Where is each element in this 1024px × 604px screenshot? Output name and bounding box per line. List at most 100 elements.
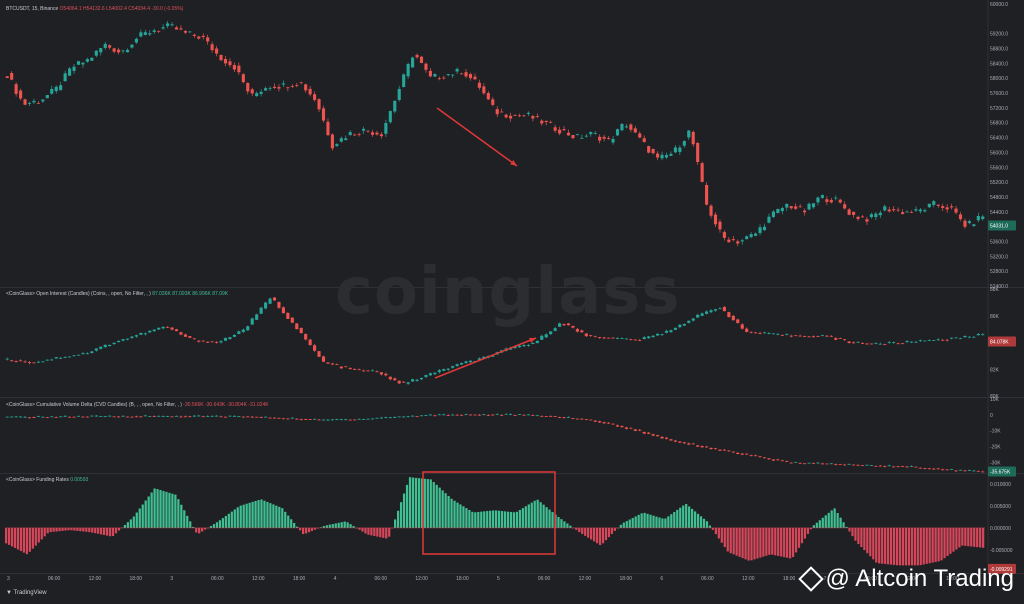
price-candle-body xyxy=(798,206,802,208)
price-axis-tick: 53600.0 xyxy=(990,239,1008,245)
price-candle-body xyxy=(847,209,851,215)
oi-candle-body xyxy=(803,336,807,337)
funding-bar xyxy=(489,510,492,528)
funding-bar xyxy=(625,521,628,528)
price-candle-body xyxy=(517,115,522,117)
funding-bar xyxy=(702,518,706,528)
cvd-candle-body xyxy=(562,417,566,419)
funding-bar xyxy=(456,502,459,528)
oi-candle-body xyxy=(460,362,464,365)
cvd-candle-body xyxy=(464,414,468,416)
oi-candle-body xyxy=(535,340,539,344)
time-axis-tick: 12:00 xyxy=(742,576,755,582)
price-candle-body xyxy=(237,65,241,73)
price-candle-body xyxy=(896,209,900,211)
funding-bar xyxy=(940,527,943,561)
oi-candle-body xyxy=(950,337,954,339)
cvd-candle-body xyxy=(14,416,18,418)
funding-bar xyxy=(845,526,848,528)
cvd-candle-body xyxy=(125,416,130,418)
funding-bar xyxy=(88,527,91,533)
cvd-candle-body xyxy=(517,414,522,415)
cvd-candle-body xyxy=(339,419,343,421)
funding-bar xyxy=(49,527,52,533)
price-candle-body xyxy=(411,57,415,68)
cvd-axis-tick: -10K xyxy=(990,429,1001,435)
cvd-candle-body xyxy=(611,423,615,425)
cvd-candle-body xyxy=(825,463,829,465)
cvd-candle-body xyxy=(593,420,597,422)
cvd-candle-body xyxy=(798,462,802,464)
funding-bar xyxy=(34,527,37,546)
funding-bar xyxy=(652,515,655,528)
time-axis-tick: 06:00 xyxy=(375,576,388,582)
cvd-candle-body xyxy=(954,470,958,472)
funding-bar xyxy=(432,482,435,528)
oi-candle-body xyxy=(344,366,348,368)
funding-bar xyxy=(212,524,216,528)
funding-value: 0.00593 xyxy=(70,477,89,483)
price-candle-body xyxy=(250,89,254,94)
funding-bar xyxy=(218,520,222,528)
cvd-label: <CoinGlass> Cumulative Volume Delta (CVD… xyxy=(6,402,182,408)
cvd-axis-tick: -20K xyxy=(990,445,1001,451)
price-candle-body xyxy=(771,211,775,218)
oi-candle-body xyxy=(397,380,401,384)
funding-bar xyxy=(506,511,510,528)
price-candle-body xyxy=(509,115,513,119)
funding-bar xyxy=(955,527,958,550)
time-axis-tick: 4 xyxy=(334,576,337,582)
oi-candle-body xyxy=(522,345,526,347)
funding-bar xyxy=(637,514,640,528)
price-axis-tick: 59200.0 xyxy=(990,32,1008,38)
price-candle-body xyxy=(526,112,530,114)
cvd-candle-body xyxy=(415,416,419,418)
cvd-candle-body xyxy=(330,419,334,421)
oi-candle-body xyxy=(749,331,753,333)
oi-candle-body xyxy=(847,341,851,344)
oi-candle-body xyxy=(313,345,317,351)
oi-candle-body xyxy=(981,334,985,336)
price-candle-body xyxy=(624,126,628,128)
price-candle-body xyxy=(705,184,709,205)
funding-bar xyxy=(747,527,750,561)
price-candle-body xyxy=(5,76,9,79)
funding-bar xyxy=(411,477,415,528)
price-candle-body xyxy=(188,31,192,33)
oi-candle-body xyxy=(736,319,740,324)
oi-label: <CoinGlass> Open Interest (Candles) (Coi… xyxy=(6,291,151,297)
cvd-candle-body xyxy=(335,419,339,421)
cvd-candle-body xyxy=(731,451,735,453)
funding-bar xyxy=(536,499,539,528)
price-candle-body xyxy=(660,154,664,159)
funding-bar xyxy=(195,527,198,533)
funding-bar xyxy=(869,527,872,557)
cvd-candle-body xyxy=(237,416,241,418)
oi-candle-body xyxy=(780,334,784,336)
funding-bar xyxy=(304,527,308,534)
funding-bar xyxy=(863,527,866,551)
oi-candle-body xyxy=(615,338,620,339)
cvd-values: -30.566K -30.643K -30.804K -31.024K xyxy=(183,402,269,408)
funding-bar xyxy=(515,511,519,528)
funding-bar xyxy=(569,525,572,528)
credit-badge: @ Altcoin Trading xyxy=(797,565,1014,593)
funding-bar xyxy=(682,505,685,528)
price-candle-body xyxy=(869,214,873,218)
time-axis-tick: 12:00 xyxy=(579,576,592,582)
tradingview-logo[interactable]: ▼ TradingView xyxy=(6,590,47,596)
oi-candle-body xyxy=(375,371,379,373)
oi-candle-body xyxy=(286,312,290,319)
price-candle-body xyxy=(562,129,566,131)
oi-candle-body xyxy=(27,362,32,364)
price-candle-body xyxy=(593,133,597,134)
price-down-arrow xyxy=(436,107,518,167)
cvd-candle-body xyxy=(482,414,486,416)
oi-candle-body xyxy=(491,355,495,357)
funding-bar xyxy=(696,513,700,528)
oi-candle-body xyxy=(268,298,272,304)
price-candle-body xyxy=(304,84,308,91)
price-candle-body xyxy=(972,224,976,227)
funding-bar xyxy=(186,515,189,528)
funding-bar xyxy=(982,527,985,548)
